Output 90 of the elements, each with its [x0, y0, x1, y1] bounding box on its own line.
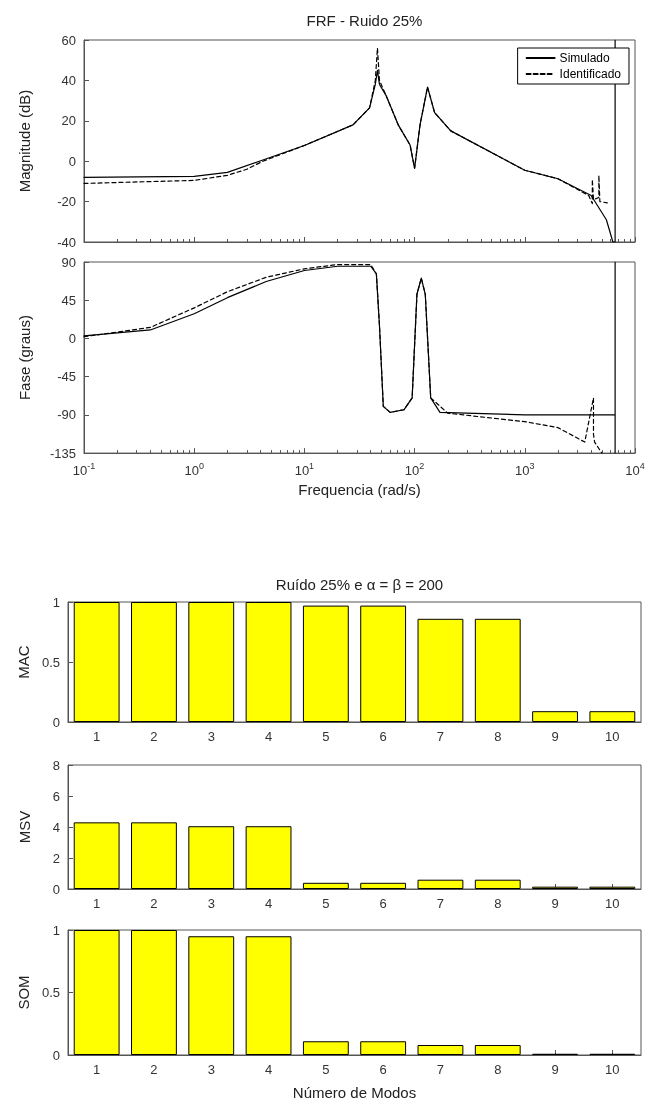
bar — [245, 826, 292, 889]
bar — [131, 930, 177, 1055]
y-tick-label: 0 — [52, 714, 60, 730]
chart-title: Ruído 25% e α = β = 200 — [275, 576, 444, 593]
bar — [417, 1045, 464, 1055]
bar — [589, 711, 636, 722]
y-tick-label: 90 — [61, 254, 76, 270]
x-tick-label: 7 — [436, 896, 445, 911]
bar — [245, 936, 292, 1055]
x-axis-title: Frequencia (rad/s) — [298, 481, 421, 498]
y-tick-label: 0 — [52, 881, 60, 897]
y-tick-label: 0.5 — [41, 654, 60, 670]
bar — [73, 602, 120, 722]
bar — [532, 711, 578, 722]
x-tick-label: 5 — [322, 1062, 330, 1077]
y-tick-label: 0 — [52, 1047, 60, 1063]
x-tick-label: 2 — [150, 1062, 158, 1077]
y-tick-label: -135 — [49, 445, 76, 461]
y-tick-label: -20 — [57, 194, 76, 210]
x-tick-label: 5 — [322, 729, 330, 744]
bar — [474, 1045, 521, 1055]
y-tick-label: 2 — [52, 850, 60, 866]
x-tick-label: 5 — [322, 896, 330, 911]
bar — [360, 1041, 407, 1055]
y-tick-label: 0 — [68, 330, 76, 346]
bar — [302, 1041, 349, 1055]
bar — [131, 822, 177, 889]
y-tick-label: -90 — [57, 407, 76, 423]
bar — [417, 618, 464, 722]
x-tick-label: 9 — [551, 1062, 559, 1077]
bar — [474, 879, 521, 889]
bar — [474, 618, 521, 722]
bar — [73, 930, 120, 1055]
y-tick-label: 45 — [61, 292, 76, 308]
x-tick-label: 7 — [436, 1062, 445, 1077]
x-tick-label: 2 — [150, 729, 158, 744]
x-tick-label: 4 — [264, 1062, 273, 1077]
y-axis-title: MSV — [16, 810, 33, 844]
x-tick-label: 1 — [93, 896, 101, 911]
y-tick-label: 1 — [52, 922, 60, 938]
bar — [245, 602, 292, 722]
x-tick-label: 1 — [93, 729, 101, 744]
bar — [131, 602, 177, 722]
y-tick-label: -45 — [57, 369, 76, 385]
legend-label: Identificado — [559, 67, 622, 81]
x-tick-label: 6 — [379, 729, 387, 744]
bar — [360, 605, 407, 722]
x-tick-label: 7 — [436, 729, 445, 744]
bar — [360, 882, 407, 889]
y-tick-label: 20 — [61, 113, 76, 129]
legend-label: Simulado — [559, 51, 610, 65]
bar — [302, 605, 349, 722]
bar — [302, 882, 349, 889]
y-axis-title: MAC — [15, 645, 33, 679]
y-tick-label: 60 — [61, 32, 76, 48]
x-axis-title: Número de Modos — [292, 1084, 417, 1101]
y-tick-label: 4 — [52, 819, 60, 835]
x-tick-label: 6 — [379, 1062, 387, 1077]
y-axis-title: SOM — [15, 975, 33, 1010]
x-tick-label: 6 — [379, 896, 387, 911]
x-tick-label: 10 — [605, 1062, 620, 1077]
y-axis-title: Magnitude (dB) — [16, 89, 33, 193]
bar — [188, 936, 235, 1055]
y-axis-title: Fase (graus) — [16, 315, 33, 401]
x-tick-label: 8 — [494, 896, 502, 911]
x-tick-label: 3 — [207, 729, 215, 744]
chart-title: FRF - Ruido 25% — [306, 12, 423, 29]
x-tick-label: 9 — [551, 896, 559, 911]
bar — [417, 879, 464, 889]
x-tick-label: 9 — [551, 729, 559, 744]
bar — [188, 602, 235, 722]
y-tick-label: -40 — [57, 234, 76, 250]
x-tick-label: 1 — [93, 1062, 101, 1077]
x-tick-label: 3 — [207, 896, 215, 911]
x-tick-label: 8 — [494, 729, 502, 744]
x-tick-label: 2 — [150, 896, 158, 911]
y-tick-label: 1 — [52, 594, 60, 610]
bar — [73, 822, 120, 889]
y-tick-label: 6 — [52, 788, 60, 804]
x-tick-label: 3 — [207, 1062, 215, 1077]
x-tick-label: 10 — [605, 896, 620, 911]
x-tick-label: 4 — [264, 729, 273, 744]
x-tick-label: 10 — [605, 729, 620, 744]
y-tick-label: 0 — [68, 153, 76, 169]
y-tick-label: 8 — [52, 757, 60, 773]
y-tick-label: 0.5 — [41, 985, 60, 1000]
y-tick-label: 40 — [61, 72, 76, 88]
x-tick-label: 4 — [264, 896, 273, 911]
x-tick-label: 8 — [494, 1062, 502, 1077]
bar — [188, 826, 235, 889]
